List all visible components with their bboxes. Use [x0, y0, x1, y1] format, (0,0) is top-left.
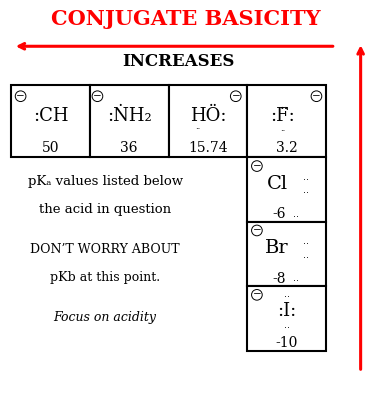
- FancyBboxPatch shape: [11, 85, 90, 158]
- Text: :I:: :I:: [277, 302, 296, 320]
- Text: pKb at this point.: pKb at this point.: [50, 271, 160, 284]
- Text: ··: ··: [284, 323, 290, 333]
- Text: CONJUGATE BASICITY: CONJUGATE BASICITY: [51, 9, 320, 29]
- Text: HÖ:: HÖ:: [190, 107, 226, 125]
- Text: ··: ··: [284, 292, 290, 302]
- FancyBboxPatch shape: [168, 85, 247, 158]
- Text: −: −: [93, 92, 102, 101]
- Text: −: −: [253, 226, 261, 235]
- FancyBboxPatch shape: [247, 222, 326, 286]
- Text: -8: -8: [272, 272, 286, 286]
- Text: Focus on acidity: Focus on acidity: [54, 311, 157, 324]
- Text: :ṄH₂: :ṄH₂: [107, 107, 152, 125]
- Text: DON’T WORRY ABOUT: DON’T WORRY ABOUT: [30, 243, 180, 256]
- Text: :F̈:: :F̈:: [271, 107, 295, 125]
- Text: Br: Br: [265, 239, 289, 257]
- Text: -6: -6: [272, 207, 286, 221]
- Text: Cl: Cl: [267, 175, 288, 193]
- Text: ··: ··: [303, 239, 309, 249]
- Text: the acid in question: the acid in question: [39, 203, 171, 216]
- Text: ··: ··: [303, 175, 309, 185]
- Text: ··: ··: [196, 125, 201, 133]
- FancyBboxPatch shape: [247, 286, 326, 351]
- Text: ··: ··: [303, 189, 309, 198]
- FancyBboxPatch shape: [90, 85, 168, 158]
- Text: 3.2: 3.2: [276, 141, 298, 155]
- Text: 15.74: 15.74: [188, 141, 228, 155]
- Text: ··: ··: [280, 127, 286, 135]
- Text: −: −: [16, 92, 25, 101]
- Text: ··: ··: [303, 253, 309, 263]
- FancyBboxPatch shape: [247, 158, 326, 222]
- FancyBboxPatch shape: [247, 85, 326, 158]
- Text: 36: 36: [120, 141, 138, 155]
- Text: −: −: [253, 162, 261, 171]
- Text: ··: ··: [293, 212, 299, 222]
- Text: pKₐ values listed below: pKₐ values listed below: [27, 175, 183, 188]
- Text: −: −: [231, 92, 240, 101]
- Text: −: −: [253, 290, 261, 299]
- Text: INCREASES: INCREASES: [122, 53, 234, 70]
- Text: ··: ··: [293, 276, 299, 286]
- Text: :CH: :CH: [33, 107, 68, 125]
- Text: −: −: [312, 92, 321, 101]
- Text: -10: -10: [276, 336, 298, 350]
- Text: 50: 50: [42, 141, 59, 155]
